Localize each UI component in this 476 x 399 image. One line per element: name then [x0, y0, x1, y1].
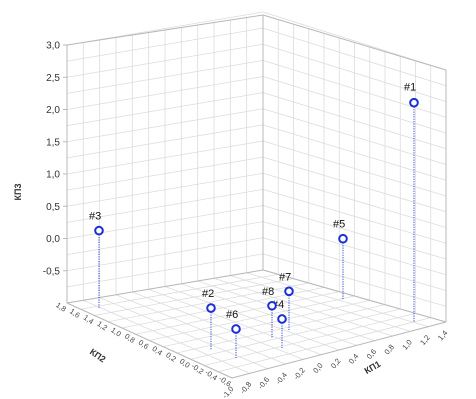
z-axis-label: КП3 [13, 184, 23, 201]
data-point [338, 233, 348, 244]
x-tick-label: -0,4 [274, 371, 289, 387]
data-marks: #1#2#3#4#5#6#7#8 [89, 82, 419, 358]
y-tick-label: 1,8 [54, 300, 68, 313]
z-tick-label: -0,5 [43, 266, 61, 277]
chart-walls [66, 11, 447, 379]
chart-frame-edge [231, 321, 447, 379]
x-tick-label: -0,8 [238, 380, 253, 396]
x-tick-label: 1,4 [436, 329, 450, 343]
chart-frame-edge [262, 269, 447, 323]
z-tick-label: 2,0 [46, 105, 60, 116]
chart-frame-edge [66, 302, 233, 379]
data-point-label: #5 [333, 219, 345, 231]
axis-ticks: 3,0 2,5 2,0 1,5 1,0 0,5 0,0 -0,5 КП3 -0,6-0,4-0,2… [13, 41, 450, 399]
x-tick-label: 0,8 [382, 343, 396, 357]
z-tick-label: 1,0 [46, 170, 60, 181]
chart-frame-edge [66, 14, 264, 46]
x-tick-label: 0,4 [347, 352, 361, 366]
data-point [267, 300, 277, 311]
data-point-label: #1 [404, 82, 416, 94]
floor-grid-line [218, 317, 431, 373]
x-tick-label: -1,0 [220, 385, 235, 399]
data-point-label: #8 [262, 286, 274, 298]
x-tick-label: -0,2 [292, 366, 307, 382]
chart-frame-edge [262, 14, 447, 71]
data-point-label: #6 [226, 309, 238, 321]
data-point-label: #7 [279, 271, 291, 283]
chart-frame-edge [66, 269, 264, 304]
data-point-label: #3 [89, 211, 101, 223]
x-tick-label: -0,6 [256, 375, 271, 391]
x-tick-label: 1,2 [418, 333, 432, 347]
x-tick-label: 1,0 [400, 338, 414, 352]
data-point [284, 286, 294, 297]
z-tick-label: 1,5 [46, 137, 60, 148]
floor-grid-line [230, 275, 411, 332]
x-axis-label: КП1 [363, 359, 383, 376]
z-tick-label: 3,0 [46, 41, 60, 52]
data-point-label: #2 [202, 288, 214, 300]
floor-grid-line [213, 277, 393, 337]
x-tick-label: 0,0 [311, 361, 325, 375]
floor-grid-line [246, 272, 429, 328]
z-tick-label: 0,5 [46, 202, 60, 213]
data-point [277, 314, 287, 324]
data-point [409, 97, 419, 108]
z-tick-label: 0,0 [46, 234, 60, 245]
y-axis-label: КП2 [88, 347, 108, 365]
z-tick-label: 2,5 [46, 73, 60, 84]
data-point [206, 303, 216, 313]
data-point [94, 225, 104, 236]
data-point [231, 324, 241, 334]
x-tick-label: 0,2 [329, 357, 343, 371]
